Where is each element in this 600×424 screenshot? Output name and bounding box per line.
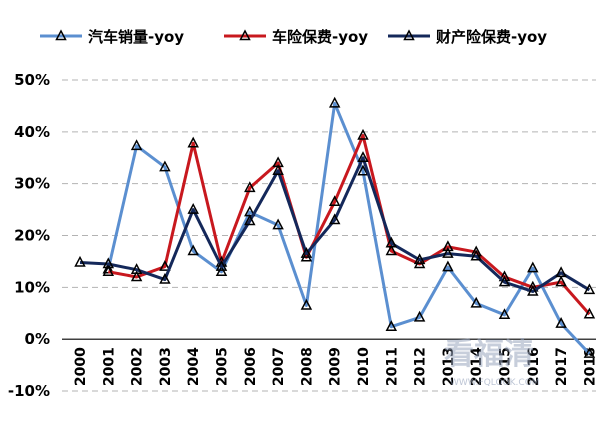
data-point: [74, 255, 86, 267]
watermark-text: 看福清: [444, 337, 534, 372]
series-财产险保费-yoy: [74, 151, 596, 296]
data-point: [385, 320, 398, 331]
data-point: [159, 259, 171, 271]
data-point: [130, 270, 143, 282]
data-point: [300, 298, 313, 310]
x-tick-label: 2008: [299, 347, 315, 386]
x-tick-label: 2012: [413, 347, 429, 386]
data-point: [130, 139, 143, 151]
data-point: [102, 257, 115, 269]
y-tick-label: 20%: [14, 227, 50, 245]
x-tick-label: 2002: [130, 347, 146, 386]
y-tick-label: 50%: [14, 71, 50, 89]
data-point: [215, 265, 228, 277]
data-point: [413, 253, 426, 265]
series-lines: [74, 96, 596, 358]
data-point: [244, 214, 256, 226]
data-point: [357, 164, 369, 176]
data-point: [583, 283, 596, 295]
data-point: [328, 213, 341, 225]
legend-item: 车险保费-yoy: [224, 28, 368, 46]
y-tick-label: 30%: [14, 175, 50, 193]
data-point: [102, 265, 115, 277]
y-tick-label: 40%: [14, 123, 50, 141]
data-point: [527, 284, 539, 296]
series-line: [79, 156, 591, 293]
x-tick-label: 2017: [554, 347, 570, 386]
data-point: [385, 236, 398, 248]
series-汽车销量-yoy: [102, 96, 596, 358]
x-tick-label: 2009: [328, 347, 344, 386]
legend-label: 财产险保费-yoy: [436, 28, 547, 46]
data-point: [555, 266, 567, 278]
x-axis-ticks: 2000 2001 2002 2003 2004 2005 2006 2007 2008 2009…: [73, 347, 598, 386]
data-point: [130, 263, 143, 274]
x-tick-label: 2007: [271, 347, 287, 386]
data-point: [583, 347, 596, 358]
y-tick-label: -10%: [8, 382, 50, 400]
legend-marker: [55, 29, 67, 41]
data-point: [470, 249, 482, 261]
y-tick-label: 0%: [25, 330, 50, 348]
legend-item: 汽车销量-yoy: [40, 28, 184, 46]
data-point: [555, 317, 567, 328]
data-point: [385, 244, 398, 256]
x-tick-label: 2010: [356, 347, 372, 386]
legend-label: 汽车销量-yoy: [88, 28, 184, 46]
data-point: [159, 160, 171, 172]
legend: 汽车销量-yoy 车险保费-yoy 财产险保费-yoy: [40, 28, 547, 46]
x-tick-label: 2018: [582, 347, 598, 386]
data-point: [187, 202, 199, 214]
x-tick-label: 2006: [243, 347, 259, 386]
x-tick-label: 2015: [498, 347, 514, 386]
data-point: [244, 181, 256, 193]
data-point: [357, 128, 369, 140]
watermark-url: WWW.FQLOOK.COM: [450, 378, 540, 388]
watermark: 看福清 WWW.FQLOOK.COM: [444, 337, 540, 388]
series-line: [108, 133, 591, 316]
data-point: [498, 308, 511, 320]
data-point: [470, 296, 482, 308]
data-point: [413, 310, 426, 322]
data-point: [498, 275, 511, 287]
data-point: [328, 195, 341, 207]
legend-marker: [403, 29, 415, 41]
series-line: [106, 101, 591, 355]
data-point: [300, 247, 313, 258]
x-tick-label: 2011: [384, 347, 400, 386]
data-point: [215, 259, 228, 271]
x-tick-label: 2000: [73, 347, 89, 386]
data-point: [272, 164, 284, 175]
x-tick-label: 2016: [526, 347, 542, 386]
y-tick-label: 10%: [14, 278, 50, 296]
data-point: [442, 247, 454, 258]
x-tick-label: 2014: [469, 347, 485, 386]
grid: [62, 79, 596, 392]
y-axis-ticks: -10% 0% 10% 20% 30% 40% 50%: [8, 71, 50, 400]
x-tick-label: 2001: [101, 347, 117, 386]
data-point: [187, 244, 199, 256]
x-tick-label: 2013: [441, 347, 457, 386]
x-tick-label: 2003: [158, 347, 174, 386]
legend-marker: [239, 29, 251, 41]
data-point: [527, 261, 539, 273]
legend-label: 车险保费-yoy: [272, 28, 368, 46]
x-tick-label: 2005: [215, 347, 231, 386]
data-point: [357, 151, 369, 162]
data-point: [583, 307, 596, 319]
data-point: [555, 275, 567, 287]
data-point: [442, 240, 454, 252]
x-tick-label: 2004: [186, 347, 202, 386]
data-point: [187, 136, 199, 148]
legend-item: 财产险保费-yoy: [388, 28, 547, 46]
data-point: [159, 272, 171, 284]
data-point: [272, 218, 284, 230]
data-point: [328, 96, 341, 108]
data-point: [442, 260, 454, 272]
